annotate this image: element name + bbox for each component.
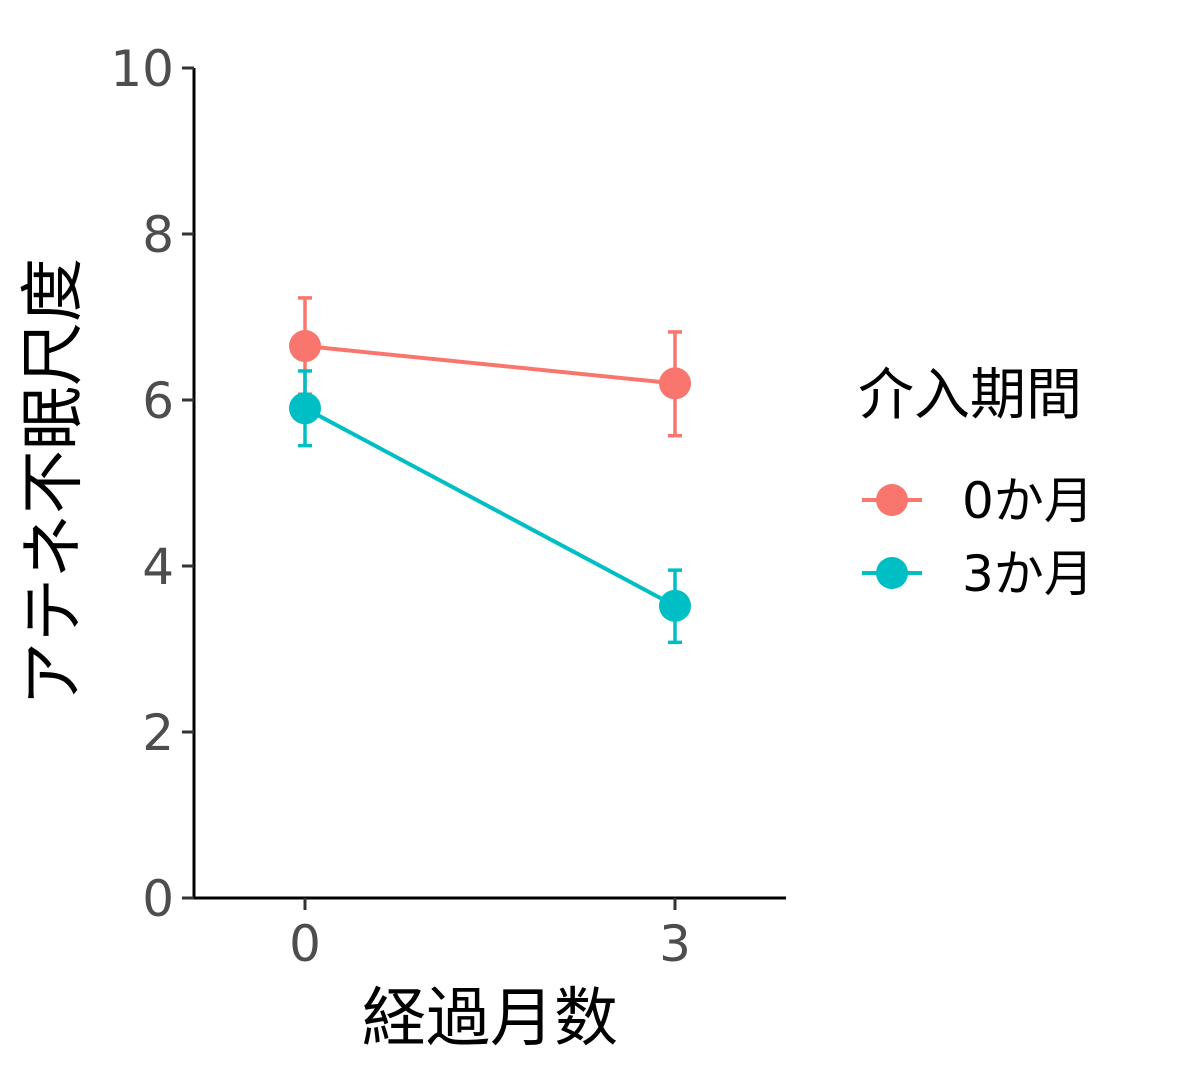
- data-point: [659, 367, 691, 400]
- y-tick-label: 4: [142, 538, 174, 596]
- y-tick-label: 8: [142, 206, 174, 264]
- data-point: [289, 330, 321, 363]
- x-tick-label: 3: [659, 915, 691, 973]
- legend-item-label: 3か月: [962, 545, 1094, 603]
- legend-title: 介入期間: [858, 363, 1082, 428]
- legend-key-marker: [876, 557, 908, 589]
- axes: 0 2 4 6 8 10 0 3: [110, 40, 786, 973]
- series-1: [289, 369, 691, 645]
- series-0: [289, 296, 691, 438]
- y-tick-label: 2: [142, 704, 174, 762]
- series-line: [304, 344, 676, 386]
- y-tick-label: 10: [110, 40, 174, 98]
- legend-key-marker: [876, 484, 908, 516]
- series-layer: [289, 296, 691, 645]
- y-tick-label: 0: [142, 870, 174, 928]
- y-axis-title: アテネ不眠尺度: [17, 258, 91, 706]
- data-point: [289, 392, 321, 425]
- y-tick-label: 6: [142, 372, 174, 430]
- x-tick-label: 0: [289, 915, 321, 973]
- series-line: [304, 406, 676, 608]
- data-point: [659, 589, 691, 622]
- legend-item-label: 0か月: [962, 472, 1094, 530]
- x-axis-title: 経過月数: [362, 982, 618, 1056]
